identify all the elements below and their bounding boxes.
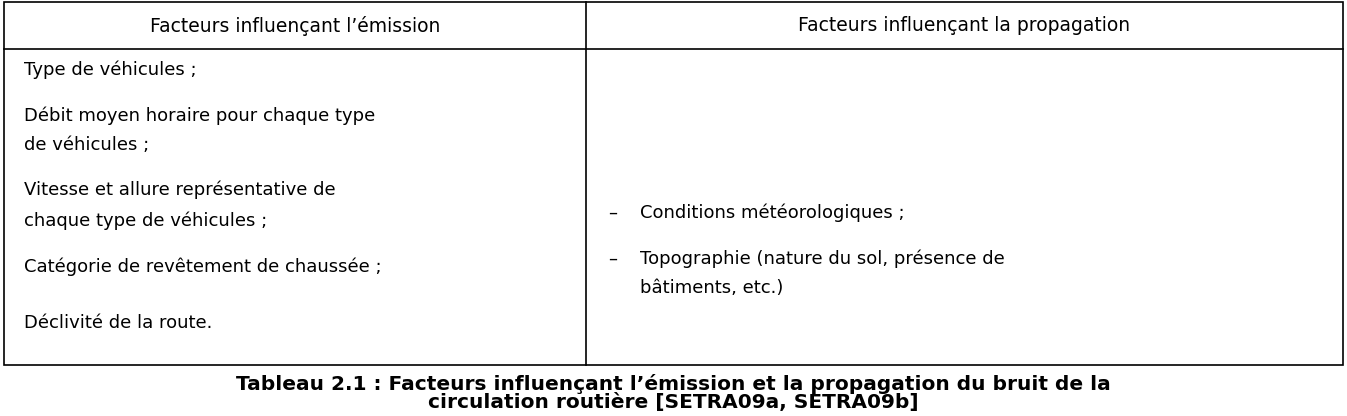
- Text: Débit moyen horaire pour chaque type
de véhicules ;: Débit moyen horaire pour chaque type de …: [24, 106, 376, 154]
- Text: Déclivité de la route.: Déclivité de la route.: [24, 314, 213, 332]
- Text: Facteurs influençant l’émission: Facteurs influençant l’émission: [150, 15, 440, 36]
- Text: –: –: [609, 250, 617, 267]
- Text: Catégorie de revêtement de chaussée ;: Catégorie de revêtement de chaussée ;: [24, 258, 381, 276]
- Text: –: –: [609, 204, 617, 222]
- Text: Facteurs influençant la propagation: Facteurs influençant la propagation: [799, 16, 1130, 35]
- Text: Conditions météorologiques ;: Conditions météorologiques ;: [640, 204, 904, 222]
- Text: Type de véhicules ;: Type de véhicules ;: [24, 60, 197, 79]
- Text: Tableau 2.1 : Facteurs influençant l’émission et la propagation du bruit de la: Tableau 2.1 : Facteurs influençant l’émi…: [236, 374, 1111, 394]
- Text: Vitesse et allure représentative de
chaque type de véhicules ;: Vitesse et allure représentative de chaq…: [24, 181, 335, 230]
- Text: Topographie (nature du sol, présence de
bâtiments, etc.): Topographie (nature du sol, présence de …: [640, 250, 1005, 297]
- Text: circulation routière [SETRA09a, SETRA09b]: circulation routière [SETRA09a, SETRA09b…: [428, 393, 919, 412]
- Bar: [4, 2, 1343, 365]
